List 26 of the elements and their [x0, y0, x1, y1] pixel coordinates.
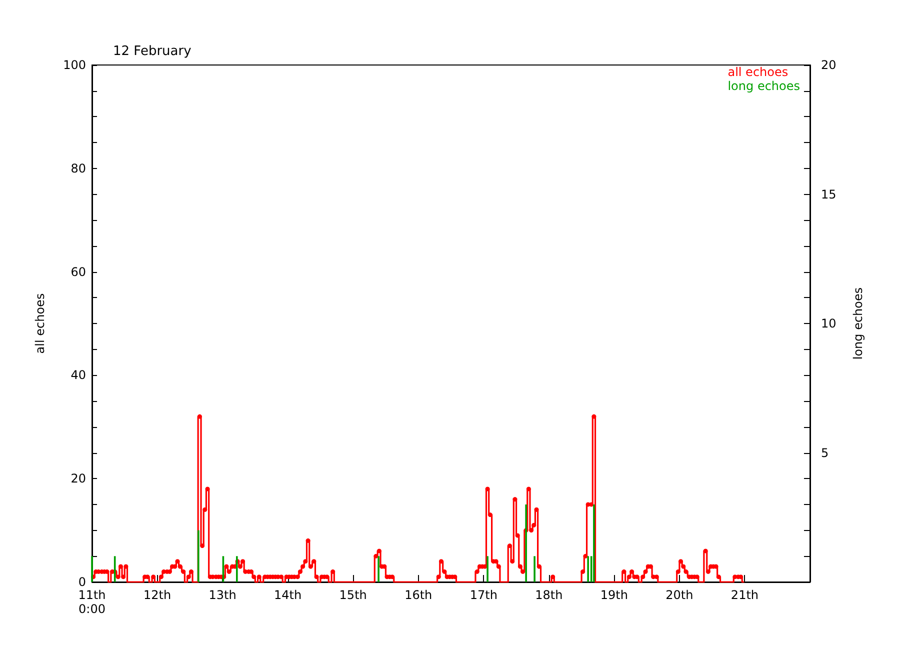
x-tick-label: 20th [666, 588, 694, 602]
y-tick-label: 100 [63, 58, 86, 72]
x-tick-label: 18th [535, 588, 563, 602]
chart-title: 12 February [113, 44, 192, 59]
x-tick-label: 11th 0:00 [78, 588, 106, 616]
y-tick-label: 80 [70, 161, 86, 176]
x-tick-label: 19th [600, 588, 628, 602]
x-tick-label: 16th [404, 588, 432, 602]
y2-axis-title: long echoes [851, 287, 865, 360]
text: long echoes [728, 79, 800, 93]
text: all echoes [728, 65, 788, 79]
x-tick-label: 12th [143, 588, 172, 602]
x-tick-label: 21th [730, 588, 759, 602]
y2-tick-label: 5 [821, 446, 829, 460]
y-tick-label: 60 [70, 264, 86, 279]
y-tick-label: 0 [78, 575, 86, 589]
x-tick-label: 17th [470, 588, 498, 602]
y2-tick-label: 15 [821, 187, 836, 202]
y2-tick-label: 20 [821, 58, 836, 72]
x-tick-label: 15th [339, 588, 367, 602]
y2-tick-label: 10 [821, 316, 836, 330]
y-tick-label: 40 [70, 368, 86, 382]
x-tick-label: 14th [274, 588, 302, 602]
x-tick-label: 13th [208, 588, 236, 602]
y-tick-label: 20 [70, 472, 86, 486]
y-axis-title: all echoes [33, 293, 47, 354]
